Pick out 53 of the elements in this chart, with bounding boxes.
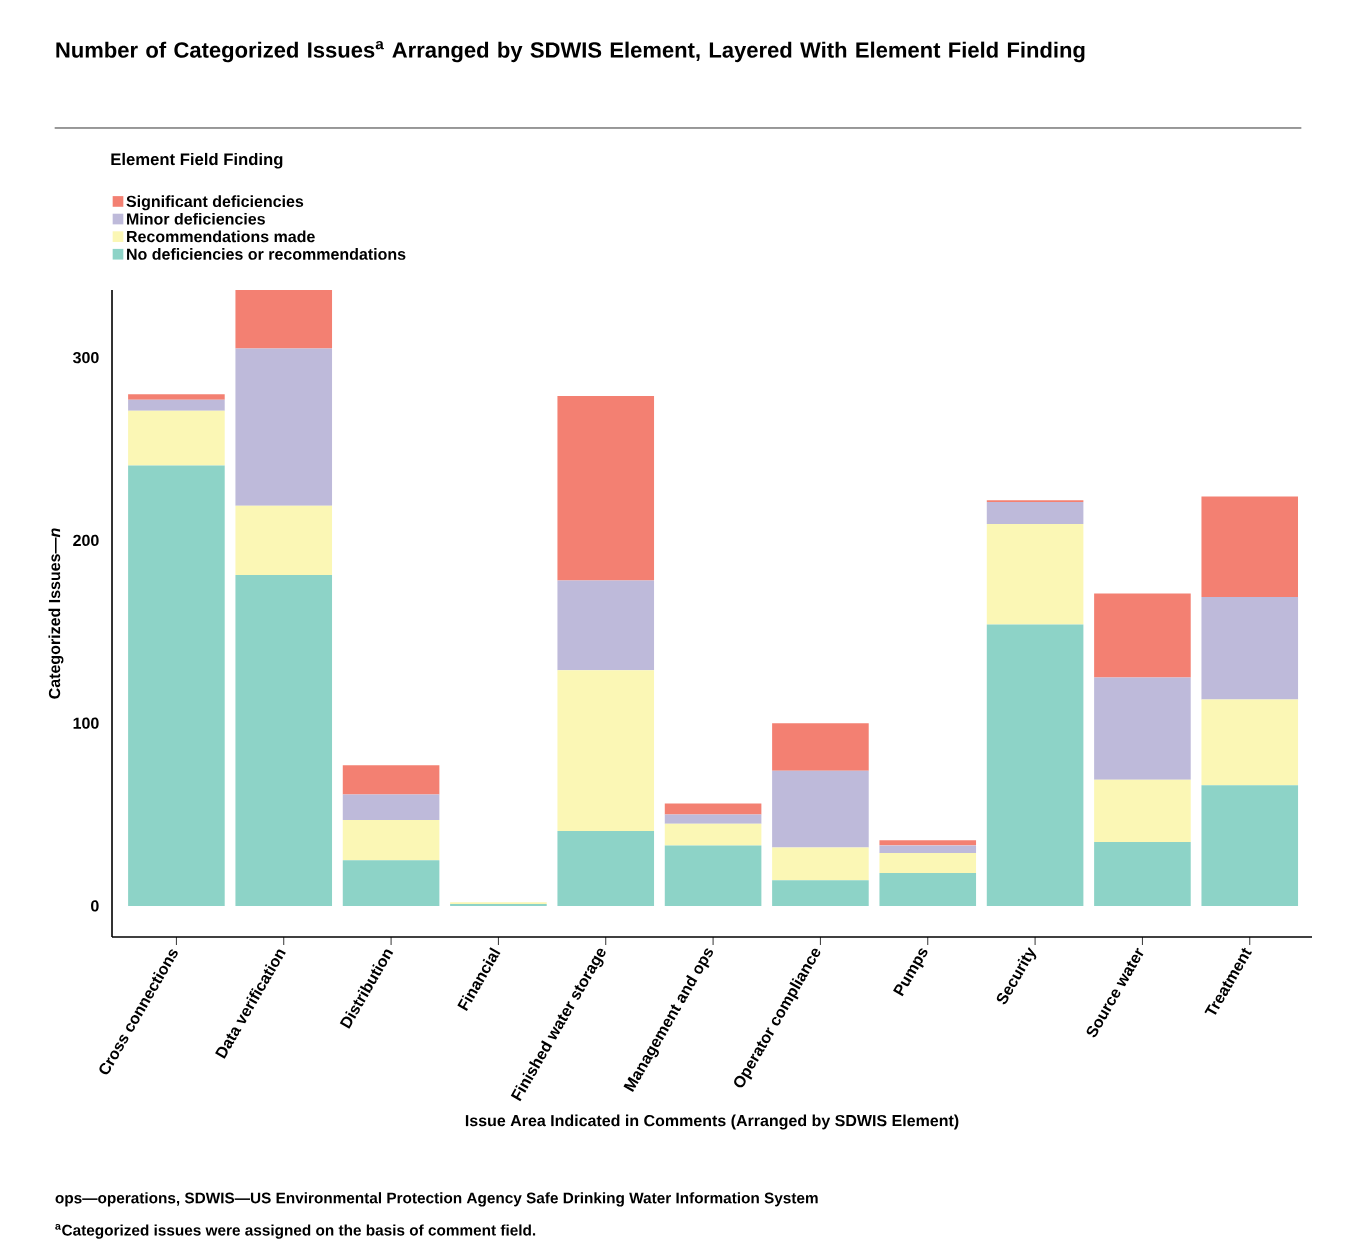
bar bbox=[986, 624, 1084, 906]
bar bbox=[1094, 779, 1191, 842]
bar bbox=[664, 823, 762, 846]
y-tick-label: 100 bbox=[73, 717, 99, 729]
bar bbox=[1094, 841, 1191, 906]
bar bbox=[986, 502, 1084, 524]
bar bbox=[235, 348, 333, 506]
bar bbox=[235, 290, 333, 349]
legend-label: Minor deficiencies bbox=[127, 212, 265, 225]
bar bbox=[128, 410, 225, 466]
bar bbox=[664, 814, 762, 824]
bar bbox=[1201, 496, 1299, 598]
chart-title: Number of Categorized Issues$^{a}$ Arranged by SDWIS Element, Layered With Element Field Finding bbox=[56, 40, 1085, 63]
bar bbox=[1094, 593, 1191, 678]
bar bbox=[235, 575, 333, 906]
legend-label: No deficiencies or recommendations bbox=[127, 248, 406, 260]
bar bbox=[557, 670, 655, 831]
bar bbox=[128, 465, 225, 906]
bar bbox=[879, 840, 977, 846]
bar bbox=[879, 873, 977, 906]
bar bbox=[772, 770, 869, 848]
y-tick-label: 200 bbox=[73, 534, 99, 547]
legend-label: Significant deficiencies bbox=[126, 195, 304, 211]
bar bbox=[342, 794, 440, 821]
bar bbox=[664, 803, 762, 815]
bar bbox=[128, 394, 225, 400]
bar bbox=[557, 396, 655, 581]
bar bbox=[557, 831, 655, 906]
text: ops—operations, SDWIS—US Environmental Protection Agency Safe Drinking Water Information System bbox=[55, 1192, 818, 1207]
bar bbox=[1094, 677, 1191, 780]
y-tick-label: 300 bbox=[72, 351, 99, 364]
bar bbox=[664, 845, 762, 906]
bar bbox=[235, 505, 333, 576]
bar bbox=[342, 820, 440, 861]
y-tick-label: 0 bbox=[91, 900, 99, 912]
bar bbox=[879, 852, 977, 874]
bar bbox=[557, 580, 655, 671]
bar bbox=[1201, 597, 1299, 700]
bar bbox=[772, 847, 869, 881]
bar bbox=[1201, 785, 1299, 906]
y-axis-title: Categorized Issues—n bbox=[48, 528, 64, 699]
bar bbox=[772, 880, 869, 906]
bar bbox=[879, 845, 977, 853]
bar bbox=[342, 860, 440, 906]
bar bbox=[128, 399, 225, 411]
bar bbox=[342, 765, 440, 795]
bar bbox=[1201, 699, 1299, 786]
legend-label: Recommendations made bbox=[127, 230, 315, 243]
text: $^{a}$Categorized issues were assigned on the basis of comment field. bbox=[55, 1223, 536, 1239]
x-axis-title: Issue Area Indicated in Comments (Arranged by SDWIS Element) bbox=[465, 1114, 959, 1130]
legend-title: Element Field Finding bbox=[111, 152, 283, 169]
bar bbox=[772, 723, 869, 771]
bar bbox=[986, 523, 1084, 625]
